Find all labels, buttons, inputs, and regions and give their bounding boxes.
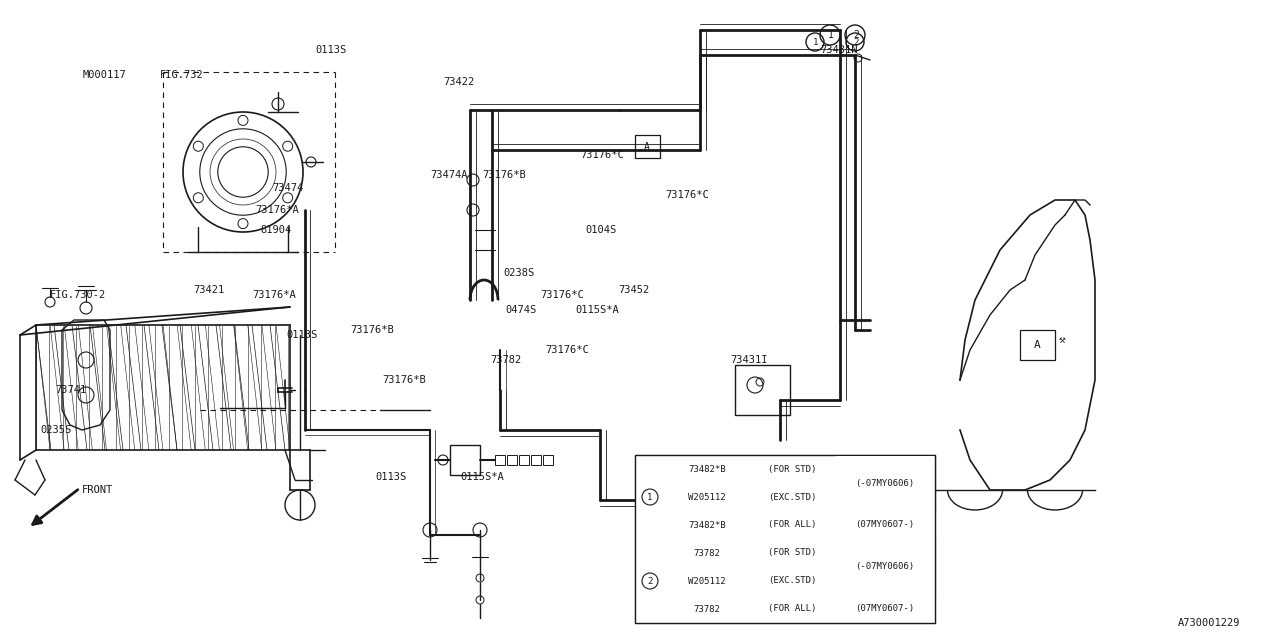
Text: ⚒: ⚒ [1059,335,1065,345]
Text: 73782: 73782 [490,355,521,365]
Text: A: A [1034,340,1041,350]
Text: 0474S: 0474S [506,305,536,315]
Bar [451,445,480,475]
Bar [836,540,934,594]
Text: 1: 1 [828,30,835,40]
Text: 73474A: 73474A [430,170,467,180]
Text: 73452: 73452 [618,285,649,295]
Text: A: A [644,142,650,152]
Text: (EXC.STD): (EXC.STD) [768,577,817,586]
Text: (-07MY0606): (-07MY0606) [855,479,915,488]
Text: 73474: 73474 [273,183,303,193]
Text: W205112: W205112 [689,493,726,502]
Text: 73782: 73782 [694,548,721,557]
Text: 0235S: 0235S [40,425,72,435]
Text: 2: 2 [854,38,859,47]
Text: 0238S: 0238S [503,268,534,278]
Text: (-07MY0606): (-07MY0606) [855,563,915,572]
Text: 0115S*A: 0115S*A [460,472,504,482]
Text: 2: 2 [648,577,653,586]
Text: M000117: M000117 [83,70,127,80]
Text: 1: 1 [813,38,819,47]
Bar [507,455,517,465]
Text: 73176*C: 73176*C [666,190,709,200]
Text: FRONT: FRONT [82,485,113,495]
Text: 73176*B: 73176*B [381,375,426,385]
Text: (07MY0607-): (07MY0607-) [855,520,915,529]
Text: (FOR ALL): (FOR ALL) [768,520,817,529]
Text: (-07MY0606): (-07MY0606) [855,465,915,474]
Text: 81904: 81904 [260,225,292,235]
Text: 73431I: 73431I [730,355,768,365]
Text: FIG.732: FIG.732 [160,70,204,80]
Text: 73176*A: 73176*A [252,290,296,300]
Text: 1: 1 [648,493,653,502]
Text: (07MY0607-): (07MY0607-) [855,605,915,614]
Text: A730001229: A730001229 [1178,618,1240,628]
Text: (FOR STD): (FOR STD) [768,548,817,557]
Bar [543,455,553,465]
Text: 73176*B: 73176*B [349,325,394,335]
Text: 73741: 73741 [55,385,86,395]
Bar [1020,330,1055,360]
Text: 73176*B: 73176*B [483,170,526,180]
Bar [495,455,506,465]
Text: 73782: 73782 [694,605,721,614]
Text: 73431N: 73431N [820,45,858,55]
Text: 2: 2 [852,30,859,40]
Text: (FOR ALL): (FOR ALL) [768,605,817,614]
Text: 73176*C: 73176*C [545,345,589,355]
Text: FIG.730-2: FIG.730-2 [50,290,106,300]
Text: 73176*C: 73176*C [540,290,584,300]
Bar [635,135,660,158]
Text: 73422: 73422 [443,77,475,87]
Text: (FOR STD): (FOR STD) [768,465,817,474]
Bar [635,455,934,623]
Text: 73176*A: 73176*A [255,205,298,215]
Bar [531,455,541,465]
Text: 0104S: 0104S [585,225,616,235]
Text: 0113S: 0113S [285,330,317,340]
Text: 0115S*A: 0115S*A [575,305,618,315]
Text: (-07MY0606): (-07MY0606) [855,548,915,557]
Text: 0113S: 0113S [315,45,347,55]
Bar [735,365,790,415]
Text: (EXC.STD): (EXC.STD) [768,493,817,502]
Text: 0113S: 0113S [375,472,406,482]
Text: 73421: 73421 [193,285,224,295]
Text: 73482*B: 73482*B [689,465,726,474]
Text: 73482*B: 73482*B [689,520,726,529]
Bar [518,455,529,465]
Text: 73176*C: 73176*C [580,150,623,160]
Text: W205112: W205112 [689,577,726,586]
Bar [836,456,934,510]
